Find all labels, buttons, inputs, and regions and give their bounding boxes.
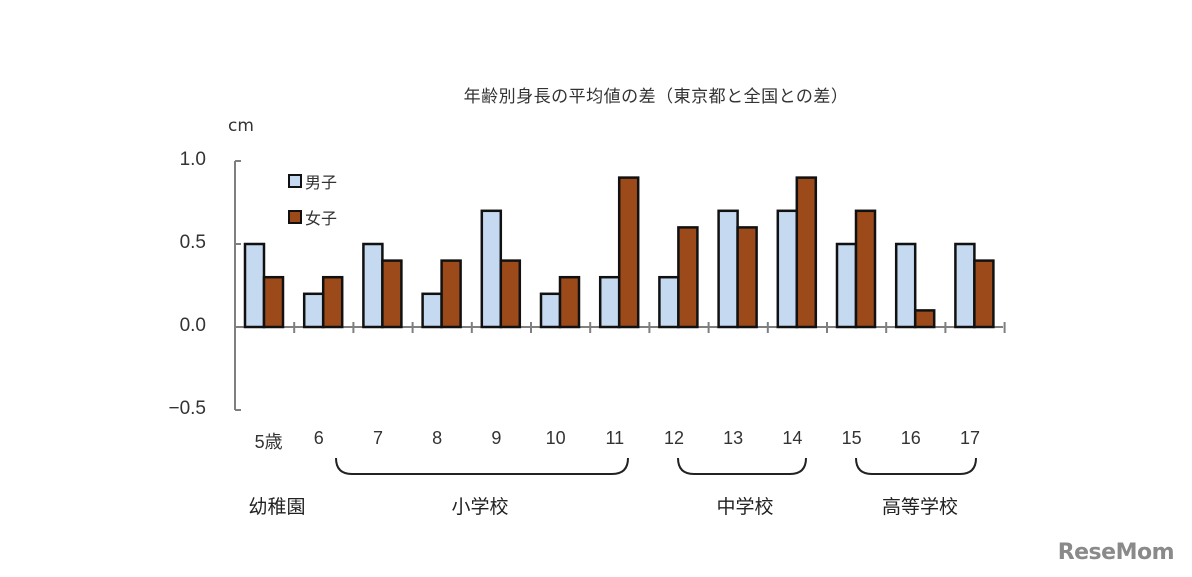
group-brace bbox=[335, 457, 629, 475]
bar-boys bbox=[954, 242, 976, 329]
y-tick-label: 1.0 bbox=[179, 149, 206, 170]
bar-girls bbox=[617, 176, 640, 329]
bar-boys bbox=[598, 275, 621, 329]
bar-boys bbox=[658, 275, 680, 329]
bar-girls bbox=[558, 275, 581, 329]
group-label-junior-high: 中学校 bbox=[716, 496, 774, 518]
x-tick-label: 10 bbox=[545, 428, 566, 448]
group-brace bbox=[855, 457, 977, 475]
x-tick-label: 5歳 bbox=[254, 432, 283, 452]
bar-boys bbox=[894, 242, 917, 329]
bar-boys bbox=[539, 292, 562, 329]
bar-girls bbox=[440, 259, 462, 329]
bar-boys bbox=[421, 292, 443, 329]
legend-swatch-boys bbox=[288, 174, 302, 188]
x-tick-label: 9 bbox=[491, 428, 502, 448]
x-tick-label: 15 bbox=[841, 428, 862, 448]
bar-girls bbox=[262, 275, 285, 329]
x-tick-label: 14 bbox=[782, 428, 803, 448]
group-label-elementary: 小学校 bbox=[451, 496, 509, 518]
x-tick-label: 17 bbox=[959, 428, 981, 448]
x-tick-label: 11 bbox=[605, 428, 625, 448]
bar-girls bbox=[381, 259, 403, 329]
bar-boys bbox=[717, 209, 739, 329]
bar-boys bbox=[243, 242, 266, 329]
group-label-kindergarten: 幼稚園 bbox=[248, 496, 306, 518]
group-label-high-school: 高等学校 bbox=[881, 496, 958, 518]
x-tick-label: 8 bbox=[432, 428, 443, 448]
bar-girls bbox=[795, 176, 818, 329]
legend-swatch-girls bbox=[288, 210, 302, 224]
group-brace bbox=[677, 457, 807, 475]
bar-girls bbox=[854, 209, 877, 329]
bar-girls bbox=[736, 226, 758, 329]
chart-title: 年齢別身長の平均値の差（東京都と全国との差） bbox=[463, 87, 849, 107]
legend: 男子 女子 bbox=[288, 170, 337, 242]
resemom-logo: ReseMom bbox=[1057, 540, 1175, 565]
bar-boys bbox=[776, 209, 799, 329]
y-tick-label: −0.5 bbox=[168, 398, 206, 419]
x-tick-label: 16 bbox=[900, 428, 921, 448]
x-tick-label: 13 bbox=[723, 428, 744, 448]
bar-boys bbox=[302, 292, 325, 329]
bar-girls bbox=[321, 275, 344, 329]
bar-boys bbox=[835, 242, 858, 329]
y-axis-unit: cm bbox=[228, 116, 254, 136]
bar-boys bbox=[362, 242, 384, 329]
x-tick-label: 6 bbox=[313, 428, 324, 448]
legend-label-boys: 男子 bbox=[305, 173, 338, 192]
bar-boys bbox=[480, 209, 503, 329]
legend-item-girls: 女子 bbox=[288, 206, 337, 228]
group-braces bbox=[335, 457, 977, 475]
bar-girls bbox=[913, 309, 936, 329]
y-tick-label: 0.5 bbox=[179, 232, 206, 253]
bar-girls bbox=[973, 259, 995, 329]
legend-item-boys: 男子 bbox=[288, 170, 337, 192]
x-tick-label: 7 bbox=[372, 428, 383, 448]
x-tick-label: 12 bbox=[663, 428, 685, 448]
bar-girls bbox=[677, 226, 699, 329]
bar-girls bbox=[499, 259, 522, 329]
bars bbox=[243, 176, 995, 329]
y-tick-label: 0.0 bbox=[179, 315, 206, 336]
legend-label-girls: 女子 bbox=[305, 209, 338, 228]
